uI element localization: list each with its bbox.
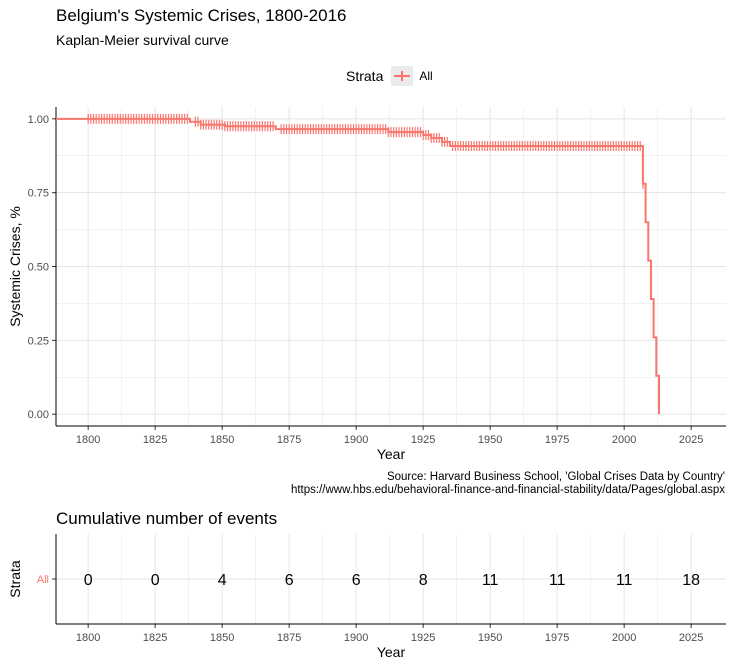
x-tick-label: 2000	[612, 434, 636, 446]
table-x-tick-label: 1875	[277, 632, 301, 644]
legend-title: Strata	[346, 68, 384, 84]
source-line: Source: Harvard Business School, 'Global…	[386, 471, 725, 483]
table-x-tick-label: 1950	[478, 632, 502, 644]
table-x-tick-label: 1800	[76, 632, 100, 644]
x-tick-label: 1950	[478, 434, 502, 446]
y-tick-label: 0.00	[28, 409, 49, 421]
table-cell-value: 4	[218, 572, 227, 589]
table-row-label: All	[37, 574, 49, 586]
table-y-axis-title: Strata	[7, 560, 23, 598]
table-x-tick-label: 2000	[612, 632, 636, 644]
table-cell-value: 11	[549, 572, 566, 589]
x-tick-label: 1850	[210, 434, 234, 446]
table-cell-value: 0	[151, 572, 160, 589]
y-tick-label: 0.75	[28, 188, 49, 200]
table-x-tick-label: 2025	[679, 632, 703, 644]
legend: Strata All	[346, 66, 433, 86]
table-x-axis-title: Year	[377, 644, 406, 660]
source-caption: Source: Harvard Business School, 'Global…	[291, 471, 725, 497]
table-x-tick-label: 1825	[143, 632, 167, 644]
table-cell-value: 6	[285, 572, 294, 589]
table-x-tick-label: 1925	[411, 632, 435, 644]
x-tick-label: 1925	[411, 434, 435, 446]
risk-table: 1800 1825 1850 1875 1900 1925 1950 1975 2000 2025…	[7, 534, 726, 660]
table-cell-value: 8	[419, 572, 428, 589]
legend-key	[391, 66, 414, 86]
x-tick-label: 1900	[344, 434, 368, 446]
survival-plot: 1800 1825 1850 1875 1900 1925 1950 1975 2000 2025…	[7, 107, 726, 462]
table-x-tick-label: 1900	[344, 632, 368, 644]
chart-title: Belgium's Systemic Crises, 1800-2016	[56, 6, 347, 25]
table-cell-value: 18	[682, 572, 700, 589]
risk-table-title: Cumulative number of events	[56, 509, 278, 528]
x-tick-label: 1825	[143, 434, 167, 446]
x-axis-title: Year	[377, 446, 406, 462]
table-cell-value: 11	[616, 572, 633, 589]
table-cell-value: 11	[482, 572, 499, 589]
source-url: https://www.hbs.edu/behavioral-finance-a…	[290, 484, 725, 496]
y-axis-title: Systemic Crises, %	[7, 206, 23, 327]
legend-entry-all: All	[419, 69, 433, 83]
y-tick-label: 1.00	[28, 114, 49, 126]
legend-key-symbol	[394, 71, 411, 81]
table-cell-value: 0	[84, 572, 93, 589]
table-x-tick-label: 1850	[210, 632, 234, 644]
chart-subtitle: Kaplan-Meier survival curve	[56, 32, 229, 48]
table-cell-value: 6	[352, 572, 361, 589]
y-tick-label: 0.50	[28, 262, 49, 274]
x-tick-label: 1800	[76, 434, 100, 446]
y-tick-label: 0.25	[28, 335, 49, 347]
x-tick-label: 1975	[545, 434, 569, 446]
x-tick-label: 1875	[277, 434, 301, 446]
table-x-tick-label: 1975	[545, 632, 569, 644]
x-tick-label: 2025	[679, 434, 703, 446]
